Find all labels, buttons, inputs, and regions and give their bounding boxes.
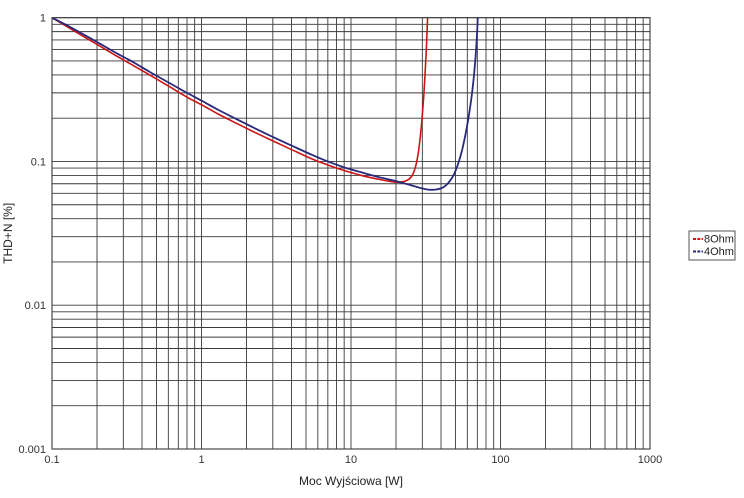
svg-text:0.001: 0.001 <box>18 444 46 456</box>
svg-text:THD+N [%]: THD+N [%] <box>1 203 15 264</box>
svg-text:100: 100 <box>491 454 509 466</box>
svg-text:0.1: 0.1 <box>44 454 59 466</box>
svg-text:1: 1 <box>198 454 204 466</box>
svg-text:10: 10 <box>345 454 357 466</box>
svg-text:0.01: 0.01 <box>25 300 46 312</box>
svg-text:4Ohm: 4Ohm <box>704 246 734 258</box>
svg-text:Moc Wyjściowa [W]: Moc Wyjściowa [W] <box>299 474 403 488</box>
svg-text:1000: 1000 <box>638 454 662 466</box>
svg-text:8Ohm: 8Ohm <box>704 233 734 245</box>
svg-text:1: 1 <box>40 13 46 25</box>
svg-text:0.1: 0.1 <box>31 156 46 168</box>
